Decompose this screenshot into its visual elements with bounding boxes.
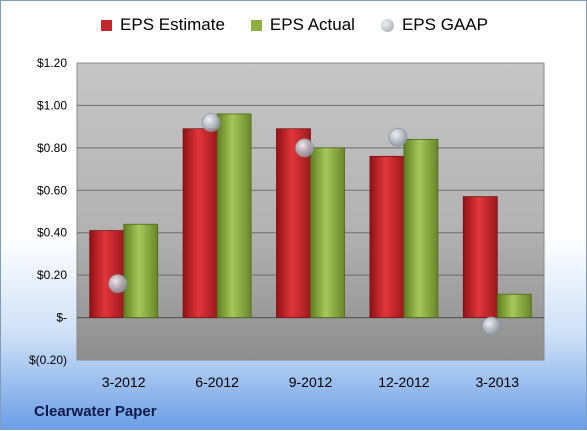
y-tick-label: $1.20 <box>37 56 67 70</box>
bar-eps-actual <box>216 113 252 318</box>
bar-eps-estimate <box>89 230 125 318</box>
x-axis-ticks: 3-2012 6-2012 9-2012 12-2012 3-2013 <box>102 374 519 390</box>
marker-eps-gaap <box>201 113 221 132</box>
marker-eps-gaap <box>481 316 501 336</box>
x-tick-label: 12-2012 <box>378 374 430 390</box>
bars <box>89 113 532 318</box>
legend-item-estimate: EPS Estimate <box>101 15 225 35</box>
marker-eps-gaap <box>108 274 128 294</box>
y-tick-label: $1.00 <box>37 98 67 112</box>
gaap-markers <box>108 113 501 336</box>
legend-swatch-actual <box>250 19 262 31</box>
bar-eps-estimate <box>182 128 218 318</box>
x-tick-label: 9-2012 <box>289 374 333 390</box>
legend-label-estimate: EPS Estimate <box>120 15 225 34</box>
bar-eps-actual <box>496 293 532 318</box>
x-tick-label: 6-2012 <box>195 374 239 390</box>
y-axis-ticks: $(0.20) $- $0.20 $0.40 $0.60 $0.80 $1.00 $1.20 <box>29 56 67 367</box>
marker-eps-gaap <box>388 127 408 147</box>
bar-eps-actual <box>123 223 159 318</box>
bar-eps-estimate <box>369 155 405 318</box>
y-tick-label: $(0.20) <box>29 353 67 367</box>
y-tick-label: $- <box>56 311 67 325</box>
bar-eps-actual <box>403 138 439 318</box>
legend-label-gaap: EPS GAAP <box>401 15 488 34</box>
legend-label-actual: EPS Actual <box>269 15 355 34</box>
y-tick-label: $0.20 <box>37 268 67 282</box>
bar-eps-estimate <box>276 128 311 318</box>
y-tick-label: $0.40 <box>37 226 67 240</box>
y-tick-label: $0.60 <box>37 183 67 197</box>
footer-company-name: Clearwater Paper <box>34 403 157 420</box>
legend-item-actual: EPS Actual <box>250 15 355 35</box>
legend: EPS Estimate EPS Actual EPS GAAP <box>1 15 587 35</box>
bar-eps-estimate <box>462 196 498 318</box>
bar-eps-actual <box>310 147 345 318</box>
x-tick-label: 3-2012 <box>102 374 146 390</box>
x-tick-label: 3-2013 <box>476 374 520 390</box>
marker-eps-gaap <box>295 138 314 158</box>
y-tick-label: $0.80 <box>37 141 67 155</box>
legend-swatch-estimate <box>101 19 113 31</box>
legend-swatch-gaap <box>380 18 394 32</box>
legend-item-gaap: EPS GAAP <box>380 15 488 35</box>
